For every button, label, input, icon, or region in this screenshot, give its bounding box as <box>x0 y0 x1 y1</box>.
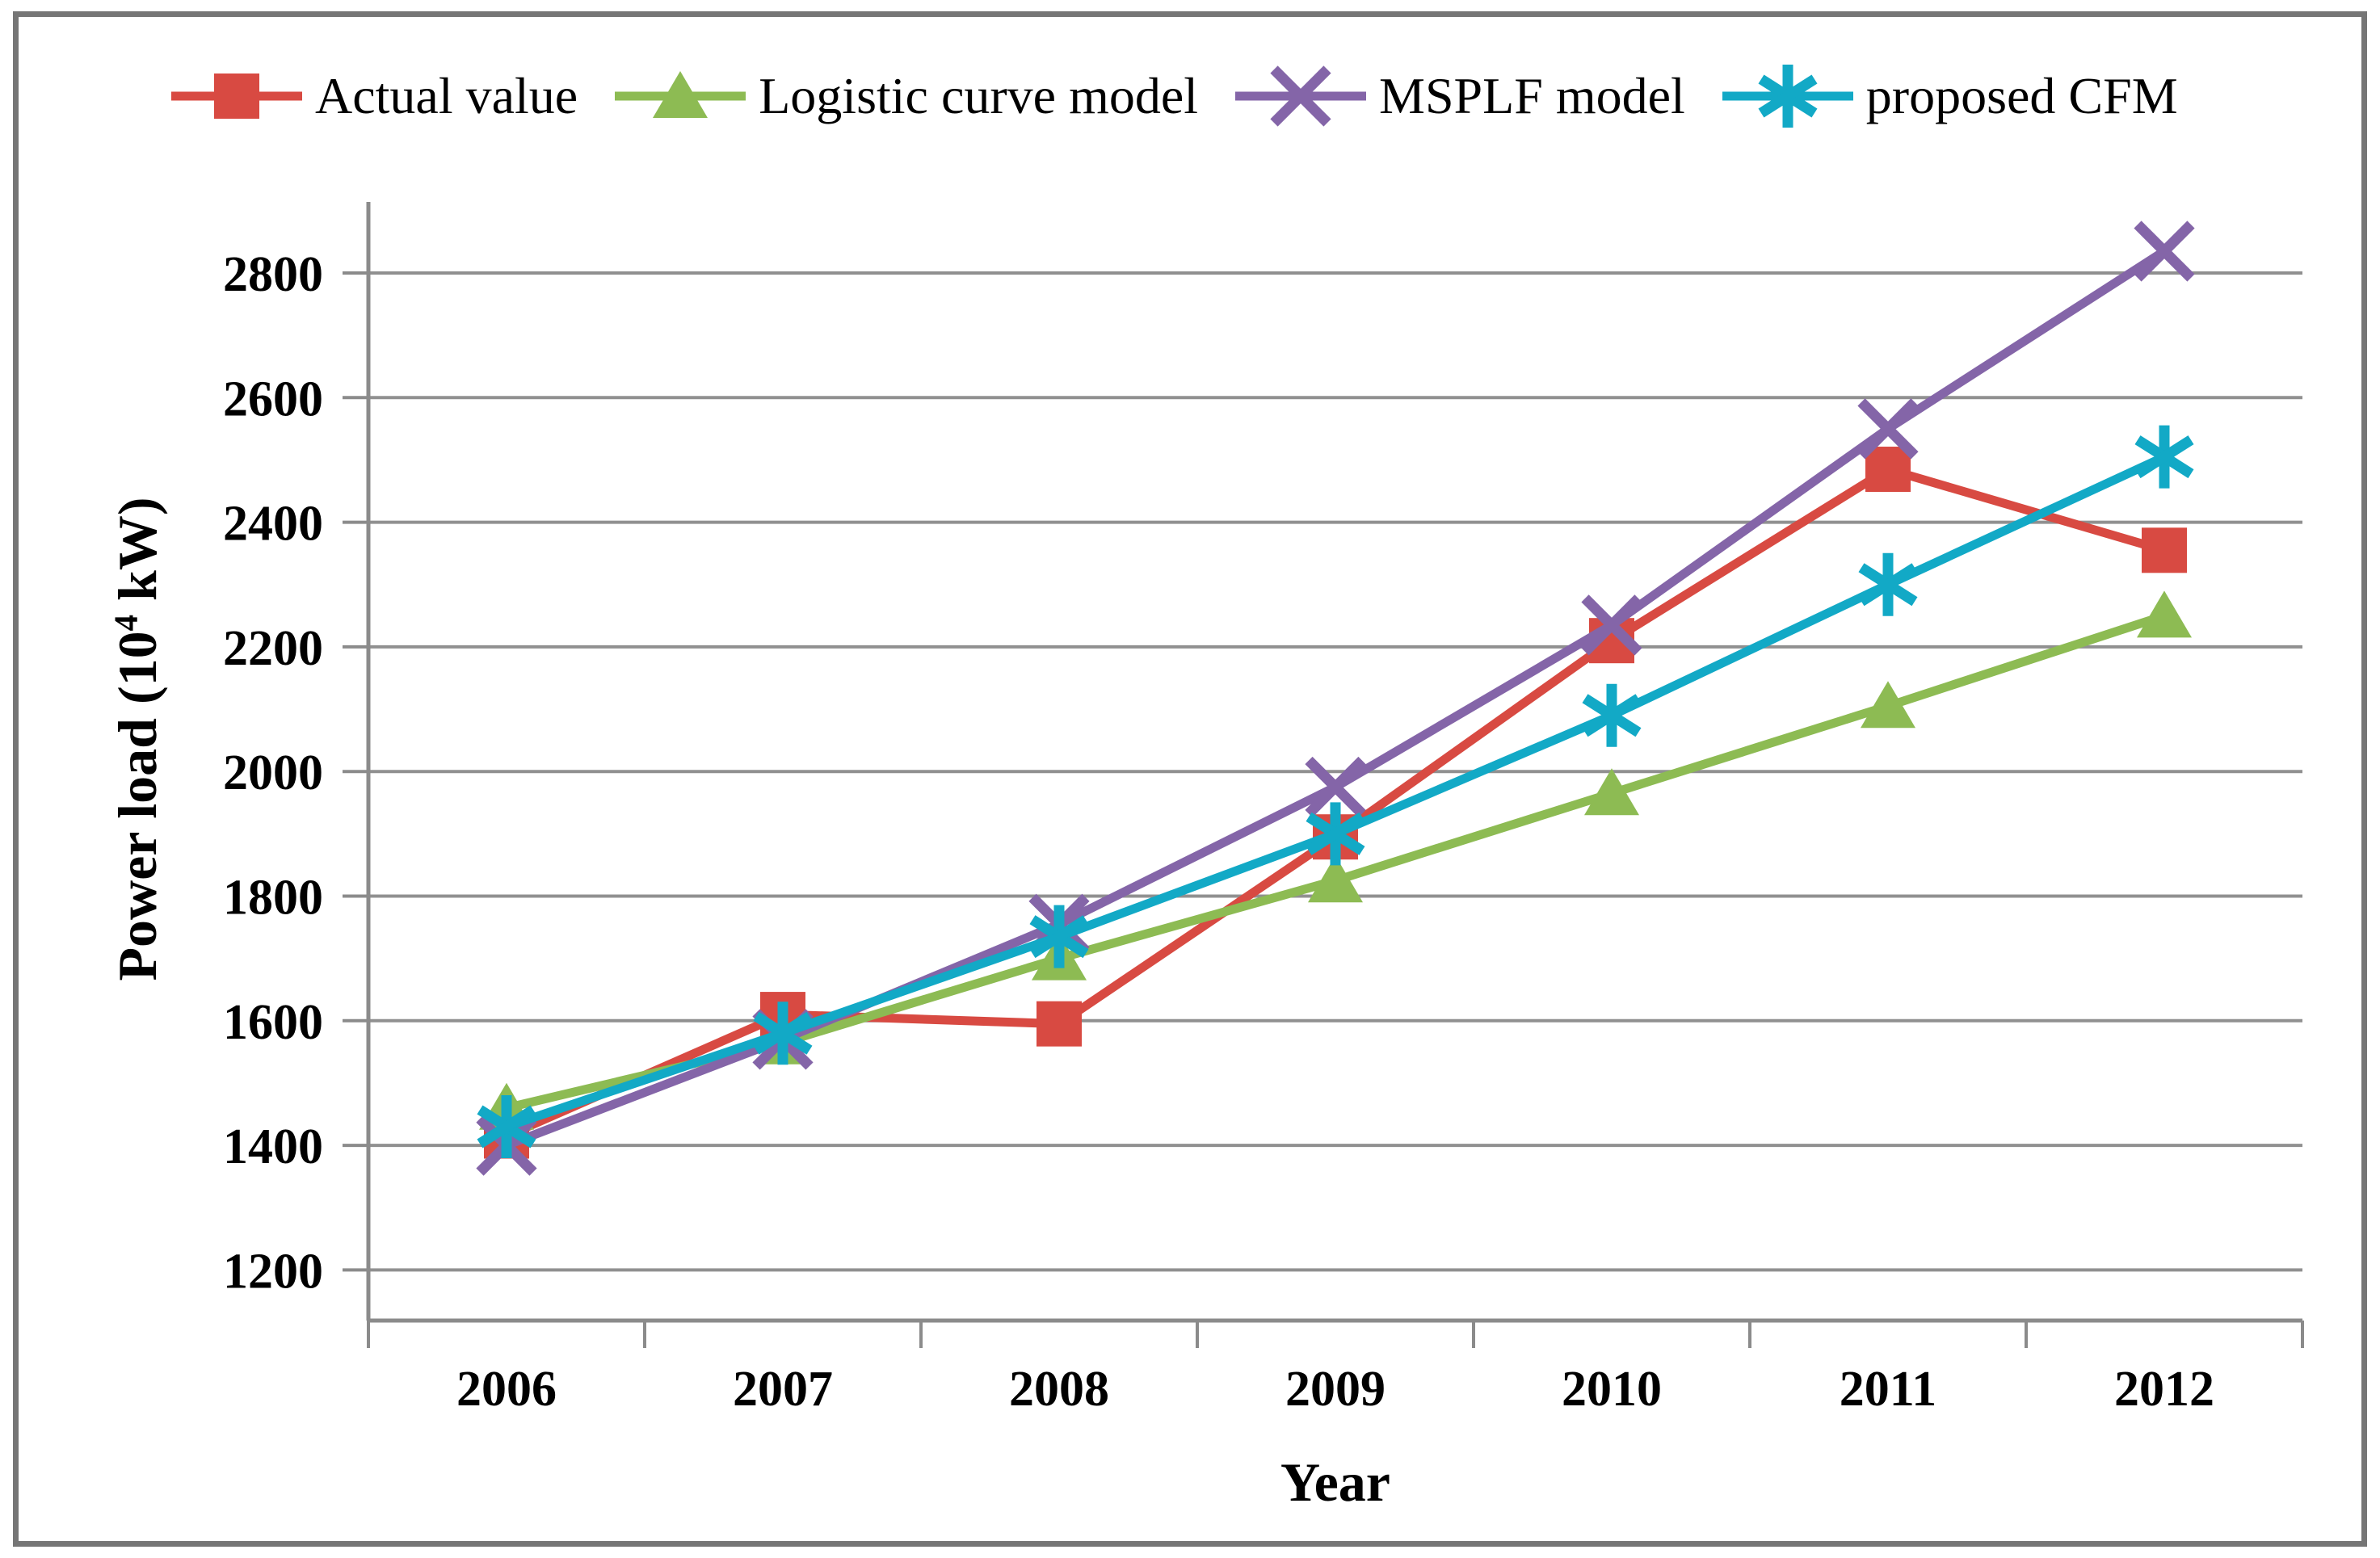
series-1-pt-6-marker-triangle <box>2137 590 2192 638</box>
legend-3-marker-a3 <box>1758 74 1818 118</box>
legend-item-0: Actual value <box>171 61 578 131</box>
y-tick-label-2400: 2400 <box>223 497 323 552</box>
legend-label-3: proposed CFM <box>1865 67 2178 124</box>
figure-border <box>13 11 2367 1547</box>
x-tick-label-2006: 2006 <box>456 1362 557 1417</box>
x-tick-label-2007: 2007 <box>733 1362 833 1417</box>
series-1-pt-3-marker-triangle <box>1308 855 1363 903</box>
y-tick-label-1400: 1400 <box>223 1119 323 1174</box>
series-0-pt-6-marker-square <box>2142 527 2187 573</box>
legend-marker-square-icon <box>171 73 302 119</box>
series-1-pt-4-marker-triangle <box>1584 768 1639 816</box>
y-tick-label-1600: 1600 <box>223 995 323 1050</box>
legend-item-3: proposed CFM <box>1722 61 2178 131</box>
legend-1-marker-triangle <box>653 71 709 118</box>
series-3-pt-3-marker-a3 <box>1306 812 1365 855</box>
x-tick-label-2009: 2009 <box>1285 1362 1386 1417</box>
legend-0-marker-square <box>214 73 259 119</box>
series-3-pt-5-marker-a3 <box>1858 563 1918 607</box>
legend-label-2: MSPLF model <box>1379 67 1685 124</box>
chart-legend: Actual value Logistic curve model MSPLF mo… <box>171 61 2178 131</box>
series-2-pt-6-marker-x2 <box>2134 220 2195 282</box>
legend-item-1: Logistic curve model <box>615 61 1198 131</box>
series-0-pt-5-marker-square <box>1865 447 1911 493</box>
series-2-pt-5-marker-x2 <box>1857 398 1919 460</box>
y-tick-label-1200: 1200 <box>223 1244 323 1299</box>
legend-marker-triangle-icon <box>615 71 746 118</box>
x-tick-label-2012: 2012 <box>2114 1362 2214 1417</box>
y-tick-label-2800: 2800 <box>223 247 323 302</box>
series-2-pt-4-marker-x2 <box>1581 594 1642 656</box>
legend-marker-asterisk-icon <box>1722 65 1853 128</box>
series-3-pt-1-marker-a3 <box>753 1011 813 1055</box>
legend-label-1: Logistic curve model <box>759 67 1199 124</box>
y-tick-label-2000: 2000 <box>223 745 323 800</box>
series-3-pt-6-marker-a3 <box>2134 435 2194 479</box>
series-1-pt-5-marker-triangle <box>1861 681 1915 729</box>
y-tick-label-2200: 2200 <box>223 621 323 676</box>
x-tick-label-2010: 2010 <box>1562 1362 1662 1417</box>
legend-2-marker-x2 <box>1270 65 1331 127</box>
series-3-pt-2-marker-a3 <box>1029 915 1089 959</box>
legend-marker-x-icon <box>1235 65 1367 127</box>
legend-item-2: MSPLF model <box>1235 61 1685 131</box>
series-3-pt-0-marker-a3 <box>477 1105 536 1149</box>
y-tick-label-1800: 1800 <box>223 871 323 926</box>
x-axis-title: Year <box>1280 1451 1390 1513</box>
series-3-pt-4-marker-a3 <box>1582 694 1642 737</box>
series-2-pt-3-marker-x2 <box>1305 756 1366 818</box>
y-tick-label-2600: 2600 <box>223 372 323 426</box>
x-tick-label-2008: 2008 <box>1009 1362 1109 1417</box>
series-0-pt-2-marker-square <box>1037 1001 1082 1047</box>
x-tick-label-2011: 2011 <box>1840 1362 1937 1417</box>
legend-label-0: Actual value <box>315 67 578 124</box>
